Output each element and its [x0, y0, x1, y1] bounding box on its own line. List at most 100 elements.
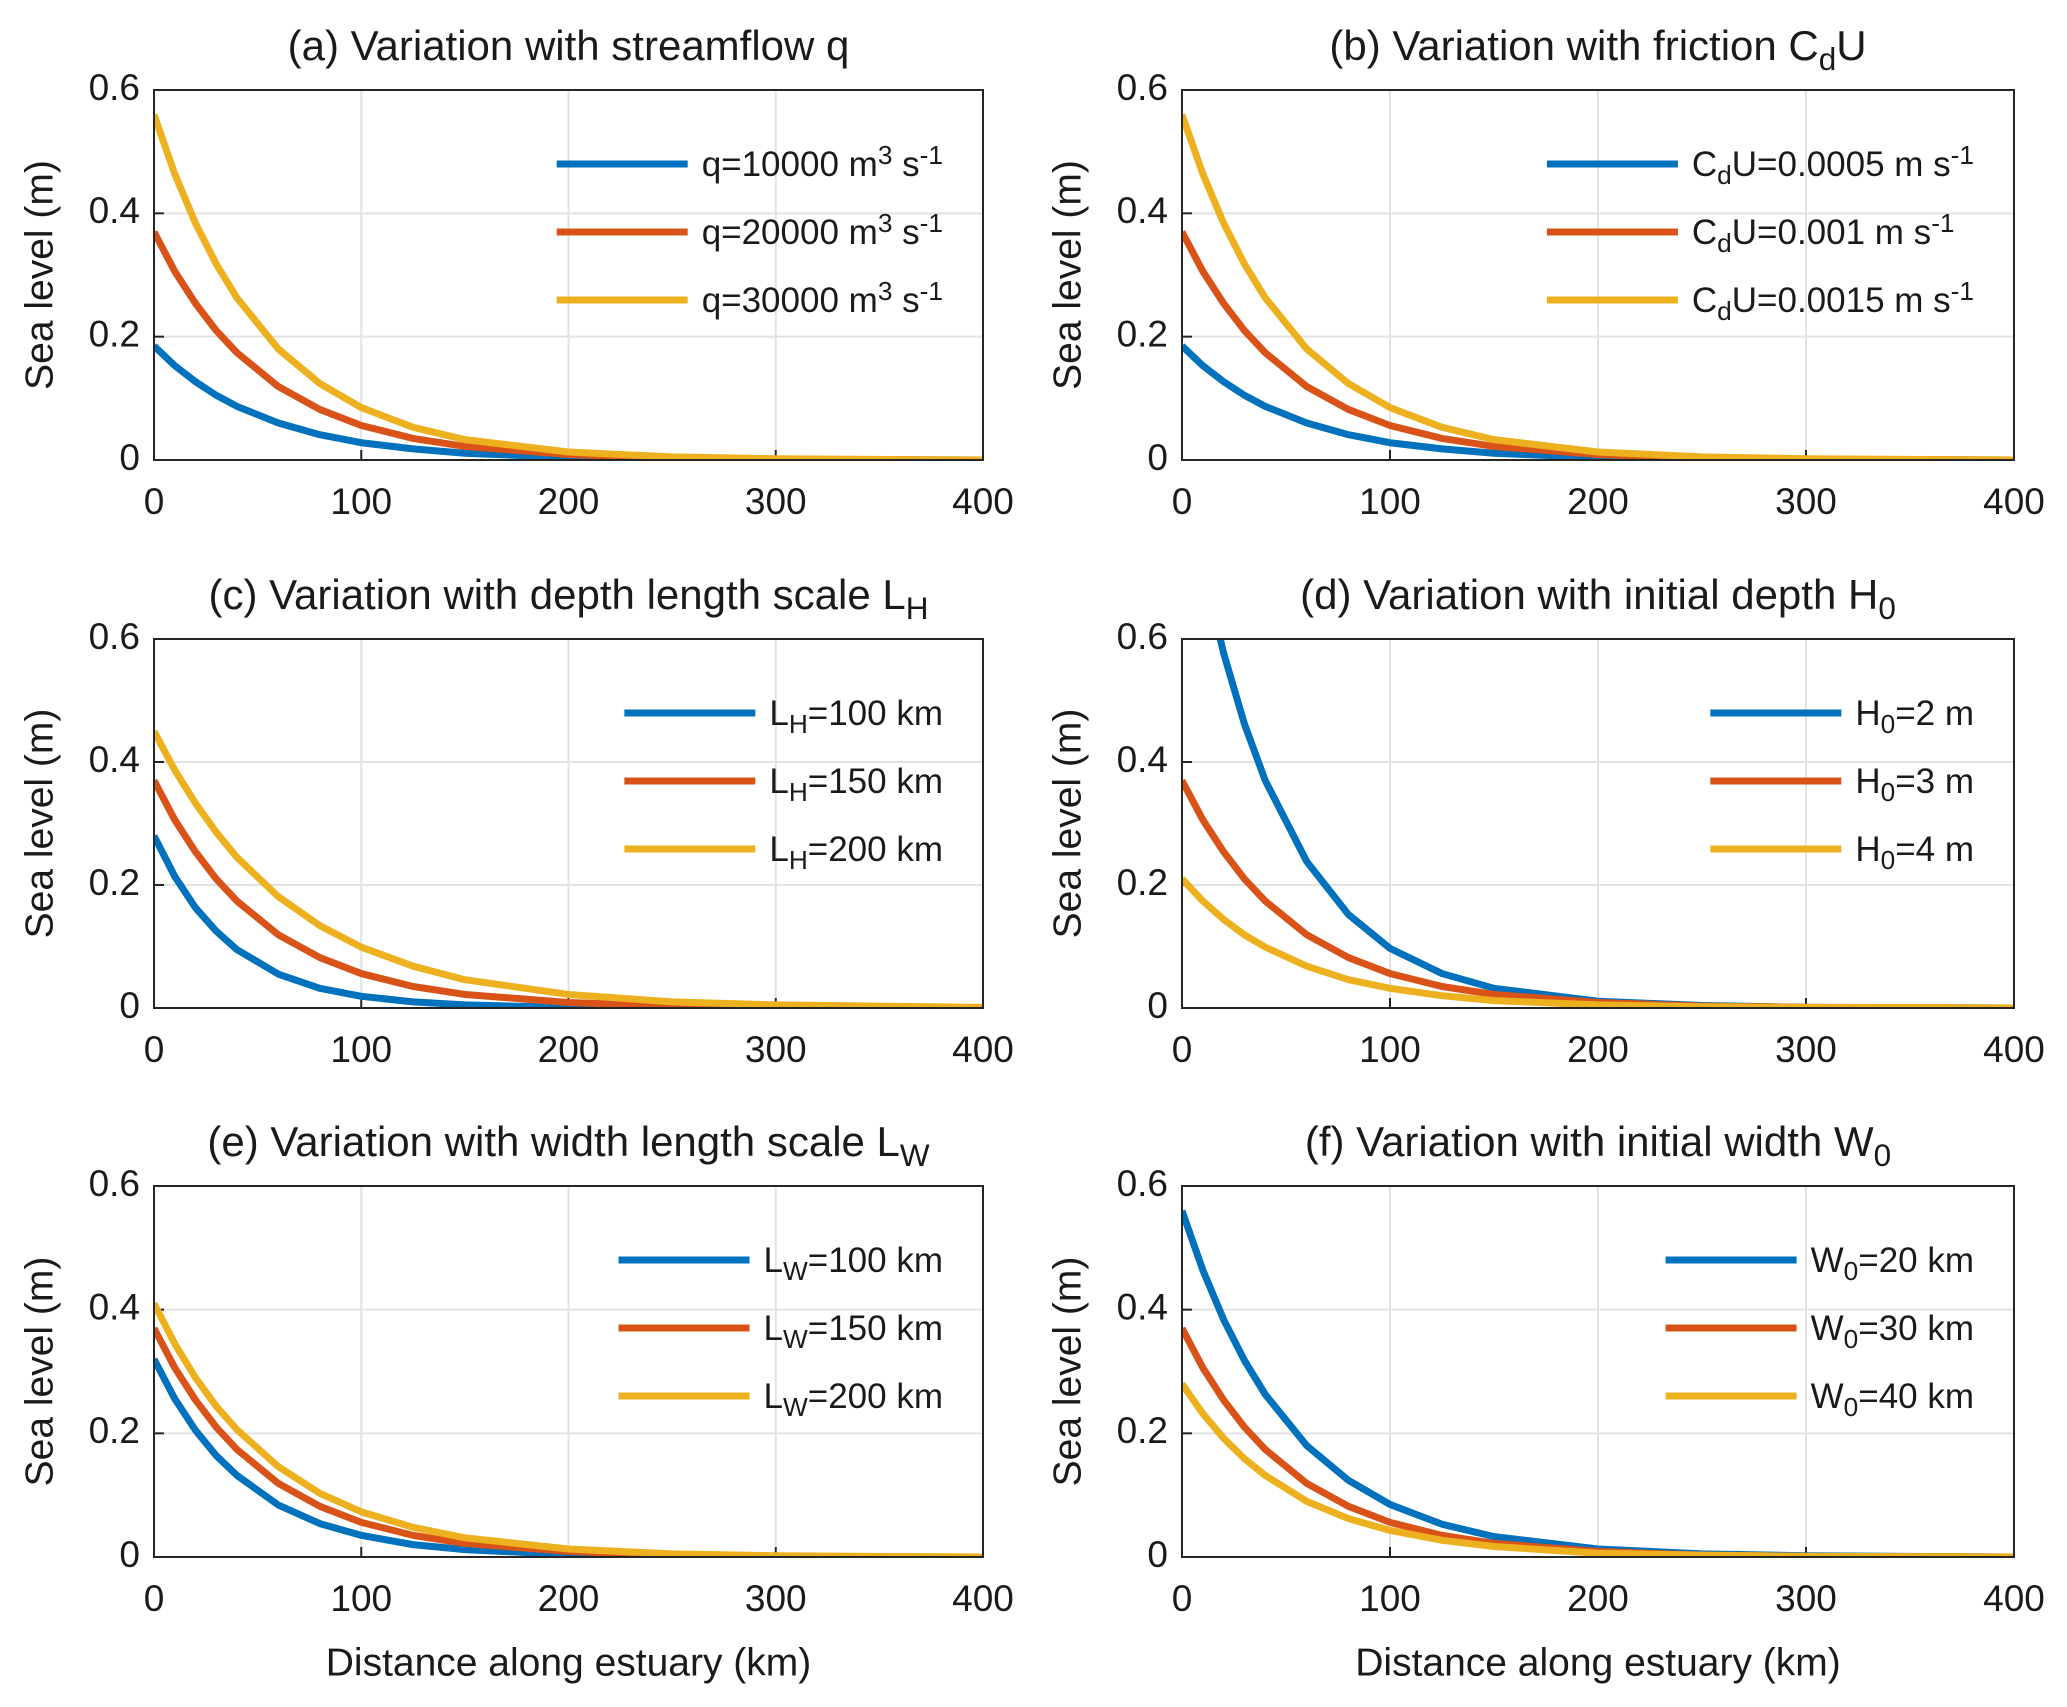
legend-label: LH=100 km: [769, 694, 943, 739]
legend: H0=2 mH0=3 mH0=4 m: [1710, 694, 1974, 875]
text-part: L: [764, 1241, 783, 1280]
x-tick-label: 300: [1775, 1578, 1837, 1619]
text-part: L: [769, 830, 788, 869]
y-axis-label: Sea level (m): [1046, 160, 1089, 390]
legend-label: LH=200 km: [769, 830, 943, 875]
legend-label: W0=40 km: [1811, 1377, 1974, 1422]
y-tick-label: 0.2: [1117, 1410, 1168, 1451]
legend-label: H0=4 m: [1855, 830, 1974, 875]
x-tick-label: 400: [1983, 1578, 2045, 1619]
series-line: [1182, 876, 2014, 1008]
supscript: 3: [878, 276, 893, 306]
text-part: H: [1855, 762, 1880, 801]
text-part: W: [1811, 1241, 1844, 1280]
x-tick-label: 300: [745, 481, 807, 522]
series-line: [154, 1301, 983, 1557]
text-part: =20 km: [1858, 1241, 1974, 1280]
x-tick-label: 400: [952, 1029, 1014, 1070]
supscript: -1: [920, 140, 943, 170]
text-part: U=0.001 m s: [1732, 213, 1931, 252]
axes-box: [153, 89, 984, 461]
text-part: L: [764, 1309, 783, 1348]
x-tick-label: 100: [1359, 1578, 1421, 1619]
text-part: W: [1811, 1309, 1844, 1348]
subscript: H: [906, 590, 929, 626]
text-part: s: [892, 213, 919, 252]
y-tick-label: 0: [119, 985, 140, 1026]
text-part: H: [1855, 694, 1880, 733]
x-tick-label: 200: [1567, 1578, 1629, 1619]
subscript: 0: [1878, 590, 1896, 626]
y-axis-label: Sea level (m): [18, 1257, 61, 1487]
x-tick-label: 0: [1172, 1029, 1193, 1070]
x-tick-label: 400: [1983, 1029, 2045, 1070]
y-tick-label: 0.6: [1117, 616, 1168, 657]
x-tick-label: 0: [144, 1029, 165, 1070]
x-tick-label: 100: [330, 1029, 392, 1070]
subscript: 0: [1844, 1324, 1859, 1354]
text-part: (a) Variation with streamflow q: [288, 22, 850, 69]
supscript: -1: [1951, 140, 1974, 170]
legend-label: CdU=0.0005 m s-1: [1692, 140, 1974, 189]
supscript: -1: [1931, 208, 1954, 238]
supscript: 3: [878, 208, 893, 238]
subscript: 0: [1844, 1392, 1859, 1422]
series-line: [1182, 113, 2014, 460]
x-tick-label: 0: [144, 1578, 165, 1619]
x-tick-label: 200: [1567, 1029, 1629, 1070]
y-axis-label: Sea level (m): [1046, 1257, 1089, 1487]
subscript: W: [900, 1137, 930, 1173]
x-tick-label: 0: [1172, 481, 1193, 522]
axes-box: [1181, 89, 2015, 461]
subscript: H: [789, 709, 808, 739]
subplot-title: (e) Variation with width length scale LW: [207, 1118, 930, 1173]
subplot-title: (d) Variation with initial depth H0: [1300, 571, 1896, 626]
text-part: =4 m: [1895, 830, 1974, 869]
subplot: 0 100 200 300 400 0 0.2 0.4 0.6 (a) Variation wit…: [18, 22, 1014, 522]
text-part: q=10000 m: [702, 145, 878, 184]
legend-label: CdU=0.0015 m s-1: [1692, 276, 1974, 325]
y-axis-label: Sea level (m): [18, 160, 61, 390]
legend-label: H0=2 m: [1855, 694, 1974, 739]
axes-box: [153, 638, 984, 1009]
subplot-title: (a) Variation with streamflow q: [288, 22, 850, 69]
text-part: C: [1692, 213, 1717, 252]
x-tick-label: 200: [1567, 481, 1629, 522]
supscript: -1: [1951, 276, 1974, 306]
axes-box: [1181, 638, 2015, 1009]
x-tick-label: 400: [952, 481, 1014, 522]
y-axis-label: Sea level (m): [1046, 709, 1089, 939]
text-part: =200 km: [808, 1377, 943, 1416]
subscript: W: [783, 1324, 808, 1354]
y-tick-label: 0.4: [89, 739, 140, 780]
text-part: U=0.0005 m s: [1732, 145, 1951, 184]
subplot: 0 100 200 300 400 0 0.2 0.4 0.6 (e) Variation wit…: [18, 1118, 1014, 1684]
text-part: (c) Variation with depth length scale L: [208, 571, 905, 618]
text-part: =3 m: [1895, 762, 1974, 801]
y-tick-label: 0: [1147, 1534, 1168, 1575]
text-part: (d) Variation with initial depth H: [1300, 571, 1878, 618]
x-axis-label: Distance along estuary (km): [1355, 1641, 1841, 1684]
y-tick-label: 0.6: [1117, 67, 1168, 108]
text-part: L: [769, 762, 788, 801]
x-tick-label: 100: [1359, 481, 1421, 522]
x-tick-label: 200: [538, 481, 600, 522]
text-part: U=0.0015 m s: [1732, 281, 1951, 320]
series-line: [1182, 1381, 2014, 1557]
text-part: W: [1811, 1377, 1844, 1416]
supscript: 3: [878, 140, 893, 170]
text-part: q=30000 m: [702, 281, 878, 320]
legend-label: q=20000 m3 s-1: [702, 208, 943, 252]
subplot: 0 100 200 300 400 0 0.2 0.4 0.6 (b) Variation wit…: [1046, 22, 2045, 522]
text-part: C: [1692, 281, 1717, 320]
text-part: (e) Variation with width length scale L: [207, 1118, 900, 1165]
subscript: d: [1717, 296, 1732, 326]
text-part: q=20000 m: [702, 213, 878, 252]
series-line: [154, 778, 983, 1008]
subscript: W: [783, 1392, 808, 1422]
x-tick-label: 0: [144, 481, 165, 522]
x-tick-label: 200: [538, 1029, 600, 1070]
